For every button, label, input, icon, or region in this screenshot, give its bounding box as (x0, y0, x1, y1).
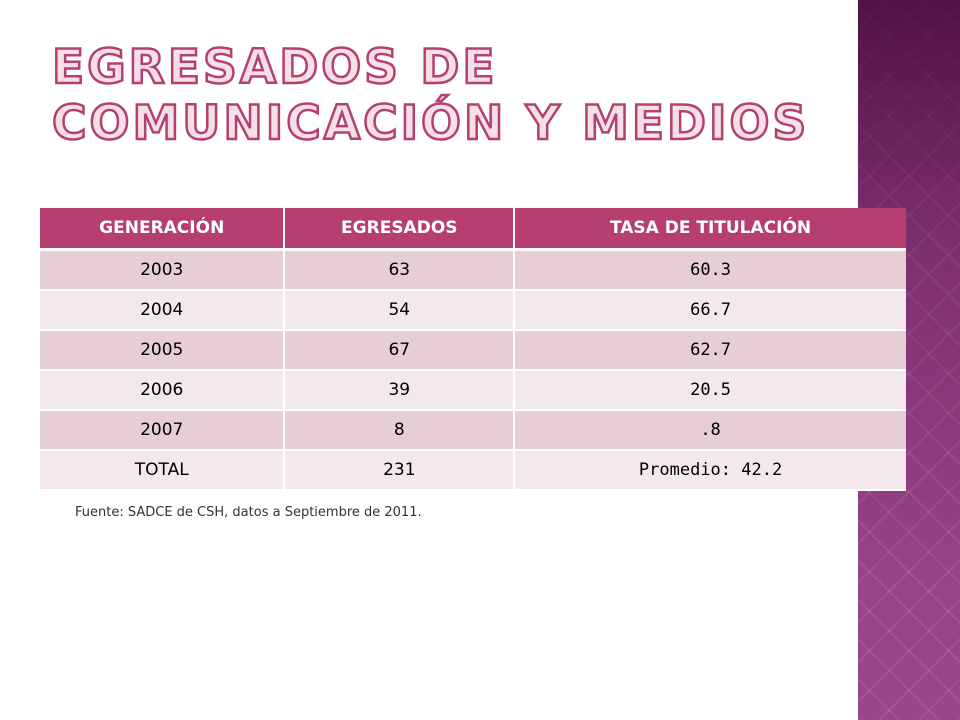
cell-tasa: .8 (514, 410, 906, 451)
table-row: 2003 63 60.3 (40, 249, 906, 291)
table-row: 2006 39 20.5 (40, 370, 906, 411)
column-header-egresados: EGRESADOS (284, 208, 516, 251)
cell-egresados: 67 (284, 330, 516, 371)
cell-generacion: 2004 (40, 290, 286, 331)
cell-tasa: 20.5 (514, 370, 906, 411)
cell-egresados: 54 (284, 290, 516, 331)
table-row: 2005 67 62.7 (40, 330, 906, 371)
column-header-tasa-titulacion: TASA DE TITULACIÓN (514, 208, 906, 251)
cell-promedio: Promedio: 42.2 (514, 450, 906, 491)
cell-generacion: 2006 (40, 370, 286, 411)
cell-egresados: 8 (284, 410, 516, 451)
cell-generacion: 2007 (40, 410, 286, 451)
cell-tasa: 60.3 (514, 249, 906, 291)
table-row: 2004 54 66.7 (40, 290, 906, 331)
cell-total-label: TOTAL (40, 450, 286, 491)
cell-generacion: 2003 (40, 249, 286, 291)
cell-egresados: 63 (284, 249, 516, 291)
source-note: Fuente: SADCE de CSH, datos a Septiembre… (75, 505, 422, 520)
cell-generacion: 2005 (40, 330, 286, 371)
cell-total-egresados: 231 (284, 450, 516, 491)
table-header-row: GENERACIÓN EGRESADOS TASA DE TITULACIÓN (40, 208, 906, 251)
cell-tasa: 66.7 (514, 290, 906, 331)
graduates-table: GENERACIÓN EGRESADOS TASA DE TITULACIÓN … (40, 208, 906, 491)
cell-tasa: 62.7 (514, 330, 906, 371)
cell-egresados: 39 (284, 370, 516, 411)
column-header-generacion: GENERACIÓN (40, 208, 286, 251)
decorative-side-band (858, 0, 960, 720)
table-row-total: TOTAL 231 Promedio: 42.2 (40, 450, 906, 491)
table-row: 2007 8 .8 (40, 410, 906, 451)
slide-title: Egresados de Comunicación y Medios (51, 39, 810, 153)
